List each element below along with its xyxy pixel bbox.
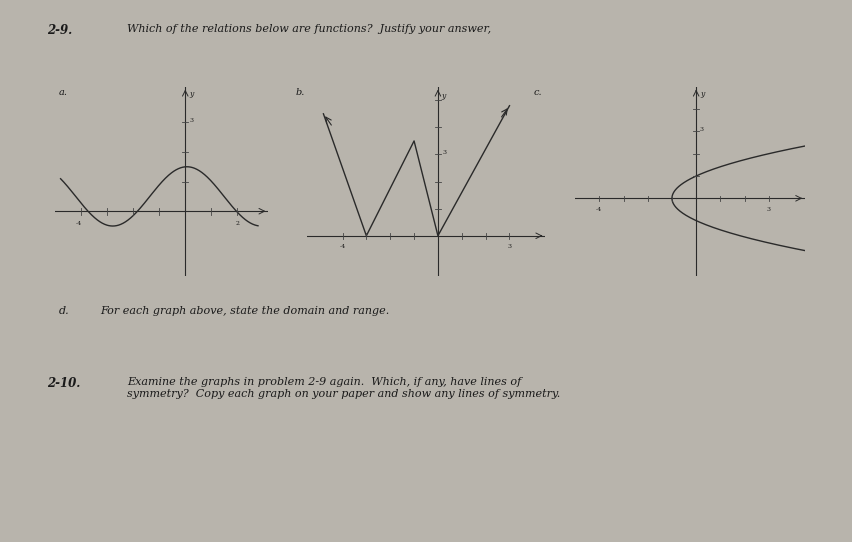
Text: Which of the relations below are functions?  Justify your answer,: Which of the relations below are functio… bbox=[128, 24, 492, 34]
Text: 2: 2 bbox=[235, 221, 239, 225]
Text: 3: 3 bbox=[767, 207, 771, 211]
Text: 3: 3 bbox=[442, 151, 446, 156]
Text: c.: c. bbox=[533, 88, 543, 97]
Text: Examine the graphs in problem 2-9 again.  Which, if any, have lines of
symmetry?: Examine the graphs in problem 2-9 again.… bbox=[128, 377, 561, 399]
Text: d.: d. bbox=[58, 306, 69, 315]
Text: a.: a. bbox=[58, 88, 67, 97]
Text: -4: -4 bbox=[76, 221, 82, 225]
Text: 2-10.: 2-10. bbox=[47, 377, 80, 390]
Text: 3: 3 bbox=[508, 244, 511, 249]
Text: b.: b. bbox=[296, 88, 306, 97]
Text: -4: -4 bbox=[339, 244, 346, 249]
Text: y: y bbox=[699, 89, 704, 98]
Text: 3: 3 bbox=[699, 127, 704, 132]
Text: For each graph above, state the domain and range.: For each graph above, state the domain a… bbox=[101, 306, 389, 315]
Text: y: y bbox=[441, 92, 446, 100]
Text: 2-9.: 2-9. bbox=[47, 24, 72, 37]
Text: y: y bbox=[189, 89, 193, 98]
Text: 3: 3 bbox=[190, 118, 194, 123]
Text: -4: -4 bbox=[596, 207, 602, 211]
